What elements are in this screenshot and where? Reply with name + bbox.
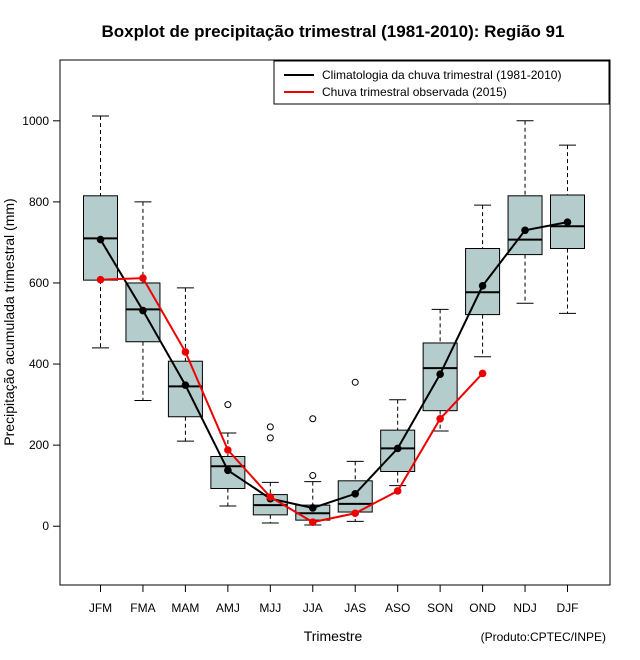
box-iqr [422, 342, 458, 412]
box-ndj [507, 120, 543, 304]
box-iqr [465, 248, 501, 316]
series-point-observed [393, 487, 402, 495]
series-point-observed [96, 275, 105, 284]
boxes-group [83, 115, 585, 526]
x-tick-label: DJF [557, 601, 579, 615]
box-son [422, 308, 458, 432]
x-tick-label: SON [427, 601, 453, 615]
x-axis-label: Trimestre [304, 628, 363, 644]
series-point-climatology [351, 489, 360, 498]
series-point-observed [266, 493, 275, 501]
series-point-observed [224, 446, 232, 454]
outlier-point [351, 378, 359, 386]
box-aso [380, 399, 416, 487]
outlier-point [309, 472, 317, 480]
y-tick-label: 1000 [22, 114, 49, 128]
y-tick-label: 400 [29, 357, 49, 371]
box-djf [550, 144, 585, 314]
x-tick-label: JJA [303, 601, 323, 615]
series-point-climatology [308, 504, 317, 512]
x-tick-label: MAM [171, 601, 199, 615]
series-line-climatology [99, 221, 568, 510]
box-fma [125, 201, 161, 402]
x-tick-label: ASO [385, 601, 410, 615]
box-ond [465, 204, 501, 358]
legend-label-observed: Chuva trimestral observada (2015) [322, 85, 507, 99]
series-point-observed [181, 348, 190, 356]
series-point-observed [436, 414, 444, 423]
series-group [96, 218, 572, 526]
series-point-climatology [521, 226, 529, 235]
y-tick-label: 200 [29, 438, 49, 452]
credit-label: (Produto:CPTEC/INPE) [481, 630, 606, 644]
series-point-climatology [478, 282, 487, 290]
series-point-observed [478, 369, 487, 378]
outlier-point [266, 423, 274, 431]
x-tick-label: NDJ [513, 601, 536, 615]
series-point-climatology [436, 370, 444, 378]
x-tick-label: JFM [89, 601, 112, 615]
box-jfm [83, 115, 118, 349]
series-point-climatology [224, 466, 232, 475]
x-tick-label: FMA [130, 601, 155, 615]
x-tick-label: JAS [344, 601, 366, 615]
series-point-observed [139, 274, 147, 282]
series-point-climatology [563, 218, 572, 226]
legend-label-climatology: Climatologia da chuva trimestral (1981-2… [322, 68, 561, 82]
outlier-point [224, 401, 232, 409]
series-point-climatology [96, 235, 105, 244]
x-tick-label: AMJ [216, 601, 240, 615]
legend-box [273, 60, 610, 105]
y-axis: 0 200 400 600 800 1000 [22, 114, 61, 533]
x-axis: JFM FMA MAM AMJ MJJ JJA JAS ASO SON OND NDJ DJF [89, 584, 579, 615]
chart-title: Boxplot de precipitação trimestral (1981… [102, 22, 565, 41]
y-tick-label: 800 [29, 195, 49, 209]
y-tick-label: 0 [42, 519, 49, 533]
x-tick-label: MJJ [259, 601, 281, 615]
outlier-point [309, 415, 317, 423]
y-tick-label: 600 [29, 276, 49, 290]
y-axis-label: Precipitação acumulada trimestral (mm) [1, 198, 17, 445]
outlier-point [266, 434, 274, 442]
legend: Climatologia da chuva trimestral (1981-2… [273, 60, 610, 105]
series-point-climatology [393, 444, 402, 453]
series-line-observed [100, 277, 484, 524]
series-point-observed [351, 509, 360, 518]
series-point-climatology [181, 381, 190, 389]
box-jas [337, 378, 373, 522]
series-point-climatology [139, 306, 147, 315]
x-tick-label: OND [469, 601, 496, 615]
series-point-observed [308, 518, 317, 526]
box-mjj [252, 423, 288, 524]
